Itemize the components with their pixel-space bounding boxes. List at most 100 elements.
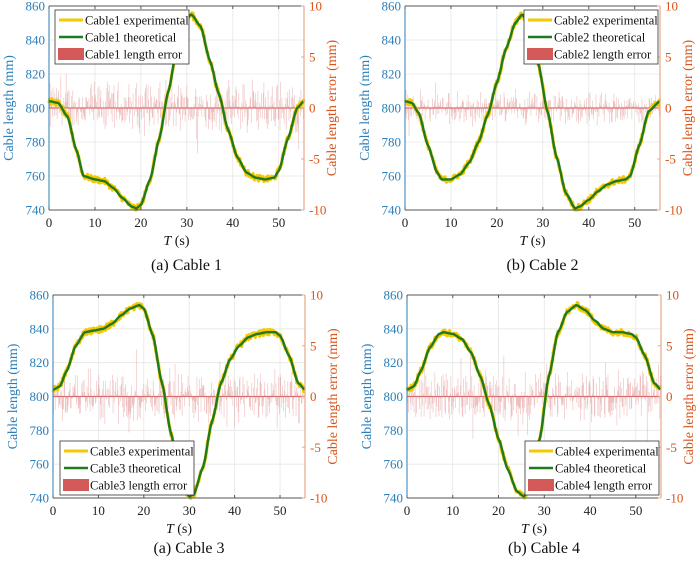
y-tick-label-left: 800: [30, 389, 50, 404]
x-tick-label: 0: [46, 215, 53, 230]
x-tick-label: 30: [180, 215, 193, 230]
x-tick-label: 10: [88, 215, 101, 230]
legend-label: Cable4 theoretical: [555, 462, 647, 476]
y-tick-label-right: -5: [310, 440, 321, 455]
x-axis-label-var: T: [519, 234, 528, 249]
legend-label: Cable2 theoretical: [554, 31, 646, 45]
y-tick-label-right: -10: [310, 491, 327, 506]
y-tick-label-right: -10: [309, 203, 326, 218]
legend-item-error: Cable1 length error: [58, 48, 183, 62]
x-tick-label: 20: [137, 503, 150, 518]
x-tick-label: 0: [404, 503, 411, 518]
x-axis-label-unit: (s): [527, 234, 546, 249]
legend-item-theoretical: Cable4 theoretical: [529, 462, 647, 476]
legend-label: Cable1 experimental: [85, 14, 189, 28]
y-tick-label-right: 0: [666, 389, 673, 404]
legend-item-error: Cable2 length error: [527, 48, 652, 62]
y-tick-label-left: 840: [382, 33, 402, 48]
y-tick-label-right: 10: [309, 0, 322, 14]
y-tick-label-left: 820: [384, 355, 404, 370]
y-tick-label-right: 10: [665, 0, 678, 14]
y-tick-label-left: 780: [384, 423, 404, 438]
x-tick-label: 40: [226, 215, 239, 230]
y-tick-label-left: 860: [382, 0, 402, 14]
legend-swatch: [527, 48, 553, 60]
subplot-3: 0 10 20 30 40 50 740 760 780 800 820 840 860 -10 -5 0 5 1…: [6, 288, 341, 558]
legend-item-experimental: Cable3 experimental: [64, 445, 194, 459]
y-tick-label-left: 780: [30, 423, 50, 438]
y-tick-label-left: 740: [384, 491, 404, 506]
x-axis-label-unit: (s): [174, 522, 193, 537]
subplot-caption: (b) Cable 4: [508, 540, 580, 557]
legend: Cable1 experimental Cable1 theoretical Cab…: [54, 9, 190, 65]
y-tick-label-right: 5: [310, 338, 317, 353]
legend-label: Cable4 experimental: [555, 445, 659, 459]
x-tick-label: 50: [628, 215, 641, 230]
y-axis-label-left: Cable length (mm): [358, 55, 373, 161]
legend: Cable2 experimental Cable2 theoretical Cab…: [523, 9, 659, 65]
x-tick-label: 10: [92, 503, 105, 518]
y-axis-label-right: Cable length error (mm): [682, 328, 697, 465]
x-tick-label: 30: [183, 503, 196, 518]
x-tick-label: 30: [538, 503, 551, 518]
y-axis-label-right: Cable length error (mm): [681, 39, 696, 176]
x-axis-label-unit: (s): [529, 522, 548, 537]
x-tick-label: 0: [50, 503, 57, 518]
y-axis-label-right: Cable length error (mm): [326, 328, 341, 465]
y-tick-label-left: 820: [26, 67, 46, 82]
y-tick-label-right: -10: [665, 203, 682, 218]
legend-label: Cable2 length error: [554, 48, 652, 62]
y-tick-label-right: 5: [309, 50, 316, 65]
y-tick-label-left: 860: [384, 288, 404, 303]
subplot-caption: (b) Cable 2: [507, 257, 579, 274]
x-tick-label: 40: [584, 503, 597, 518]
error-series: [407, 349, 662, 446]
y-tick-label-left: 840: [30, 321, 50, 336]
x-axis-label-var: T: [521, 522, 530, 537]
y-tick-label-right: 5: [665, 50, 672, 65]
y-tick-label-left: 780: [26, 135, 46, 150]
legend-item-experimental: Cable4 experimental: [529, 445, 659, 459]
legend-swatch: [63, 479, 89, 491]
y-tick-label-left: 760: [30, 457, 50, 472]
subplot-caption: (a) Cable 1: [151, 257, 222, 274]
legend-item-theoretical: Cable1 theoretical: [59, 31, 177, 45]
legend-swatch: [58, 48, 84, 60]
error-series: [49, 73, 305, 154]
y-tick-label-right: 10: [310, 288, 323, 303]
legend-item-experimental: Cable1 experimental: [59, 14, 189, 28]
y-axis-label-left: Cable length (mm): [6, 343, 21, 449]
x-tick-label: 40: [228, 503, 241, 518]
x-tick-label: 0: [402, 215, 409, 230]
x-tick-label: 10: [444, 215, 457, 230]
legend-item-error: Cable4 length error: [528, 479, 653, 493]
x-axis-label: T (s): [521, 522, 547, 537]
x-axis-label-var: T: [166, 522, 175, 537]
subplot-caption: (a) Cable 3: [153, 540, 224, 557]
legend-item-theoretical: Cable2 theoretical: [528, 31, 646, 45]
y-tick-label-left: 800: [384, 389, 404, 404]
y-tick-label-left: 740: [382, 203, 402, 218]
legend: Cable4 experimental Cable4 theoretical Cab…: [524, 440, 660, 496]
y-tick-label-right: -5: [309, 152, 320, 167]
y-tick-label-left: 740: [26, 203, 46, 218]
legend-label: Cable3 experimental: [90, 445, 194, 459]
x-tick-label: 20: [490, 215, 503, 230]
legend-label: Cable2 experimental: [554, 14, 658, 28]
x-tick-label: 50: [629, 503, 642, 518]
y-tick-label-left: 780: [382, 135, 402, 150]
legend-item-experimental: Cable2 experimental: [528, 14, 658, 28]
y-tick-label-left: 840: [26, 33, 46, 48]
y-tick-label-right: 0: [310, 389, 317, 404]
subplot-4: 0 10 20 30 40 50 740 760 780 800 820 840 860 -10 -5 0 5 1…: [360, 288, 697, 558]
legend: Cable3 experimental Cable3 theoretical Cab…: [59, 440, 195, 496]
y-tick-label-left: 820: [382, 67, 402, 82]
x-axis-label: T (s): [519, 234, 545, 249]
x-tick-label: 40: [582, 215, 595, 230]
x-tick-label: 20: [492, 503, 505, 518]
x-tick-label: 50: [272, 215, 285, 230]
y-tick-label-left: 860: [30, 288, 50, 303]
y-tick-label-right: 5: [666, 338, 673, 353]
y-tick-label-left: 760: [382, 169, 402, 184]
legend-label: Cable3 theoretical: [90, 462, 182, 476]
